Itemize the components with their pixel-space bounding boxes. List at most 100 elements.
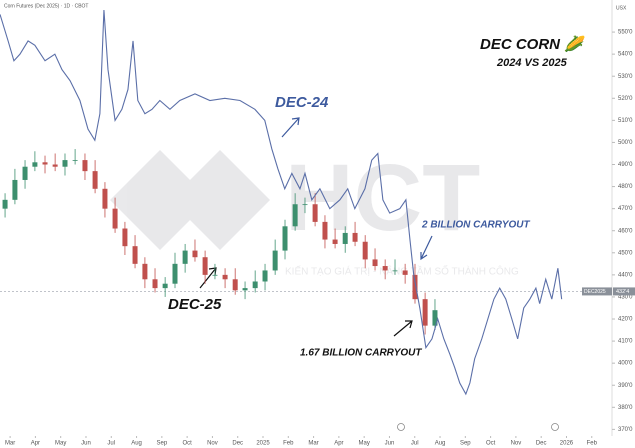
x-tick-label: Feb xyxy=(587,441,598,447)
x-tick-label: Apr xyxy=(334,441,343,447)
y-tick-label: 510'0 xyxy=(618,118,633,124)
x-tick-label: Oct xyxy=(182,441,192,447)
price-tag xyxy=(613,287,635,296)
arrow xyxy=(199,267,217,289)
candle-body xyxy=(402,270,408,275)
x-tick-label: Dec xyxy=(536,441,547,447)
watermark: HCT KIẾN TẠO GIÁ TRỊ - NÂNG TẦM SỐ THÀNH… xyxy=(110,145,519,278)
watermark-slogan: KIẾN TẠO GIÁ TRỊ - NÂNG TẦM SỐ THÀNH CÔN… xyxy=(285,264,519,278)
y-tick-label: 380'0 xyxy=(618,405,633,411)
candle-body xyxy=(422,299,428,326)
y-tick-label: 410'0 xyxy=(618,339,633,345)
x-tick-label: 2026 xyxy=(560,441,574,447)
annotation: 2 BILLION CARRYOUT xyxy=(421,220,530,231)
candle-body xyxy=(2,199,8,209)
candle-body xyxy=(32,162,38,167)
subtitle: 2024 VS 2025 xyxy=(496,57,568,69)
axis-unit: USX xyxy=(616,5,627,11)
candle-body xyxy=(42,162,48,165)
candle-body xyxy=(432,310,438,326)
arrow xyxy=(281,117,300,138)
candle-body xyxy=(102,188,108,209)
candle-body xyxy=(182,250,188,264)
x-tick-label: Jun xyxy=(81,441,91,447)
x-tick-label: Oct xyxy=(486,441,496,447)
candle-body xyxy=(132,246,138,264)
y-tick-label: 480'0 xyxy=(618,184,633,190)
x-tick-label: Feb xyxy=(283,441,294,447)
candle-body xyxy=(122,228,128,247)
candle-body xyxy=(382,266,388,271)
x-tick-label: Nov xyxy=(511,441,522,447)
candle-body xyxy=(242,288,248,291)
candle-body xyxy=(302,204,308,206)
x-tick-label: Apr xyxy=(31,441,40,447)
price-name: DEC2025 xyxy=(584,289,606,295)
candle-body xyxy=(222,274,228,280)
x-tick-label: Aug xyxy=(131,441,142,447)
candle-body xyxy=(92,171,98,189)
x-tick-label: Jun xyxy=(385,441,395,447)
y-tick-label: 440'0 xyxy=(618,272,633,278)
y-tick-label: 500'0 xyxy=(618,140,633,146)
y-tick-label: 460'0 xyxy=(618,228,633,234)
y-tick-label: 420'0 xyxy=(618,317,633,323)
annotation: 1.67 BILLION CARRYOUT xyxy=(300,348,422,359)
candle-body xyxy=(412,274,418,300)
candle-body xyxy=(292,204,298,227)
candle-body xyxy=(232,279,238,291)
candle-body xyxy=(72,160,78,161)
arrow xyxy=(393,320,413,337)
candle-body xyxy=(112,208,118,229)
candle-body xyxy=(342,232,348,244)
x-tick-label: 2025 xyxy=(256,441,270,447)
line-series xyxy=(0,9,563,396)
candle-body xyxy=(252,281,258,289)
candle-body xyxy=(322,221,328,240)
candle-body xyxy=(62,160,68,167)
x-tick-label: Nov xyxy=(207,441,218,447)
y-tick-label: 550'0 xyxy=(618,30,633,36)
y-tick-label: 370'0 xyxy=(618,427,633,433)
candle-body xyxy=(262,270,268,282)
y-tick-label: 400'0 xyxy=(618,361,633,367)
candle-body xyxy=(12,179,18,200)
x-tick-label: Jul xyxy=(107,441,115,447)
event-icon xyxy=(397,423,405,431)
candle-body xyxy=(202,257,208,275)
candle-body xyxy=(312,204,318,222)
x-tick-label: May xyxy=(55,441,66,447)
price-tag xyxy=(582,287,612,296)
candle-body xyxy=(152,279,158,289)
y-tick-label: 430'0 xyxy=(618,295,633,301)
title: DEC CORN 🌽 xyxy=(480,34,586,53)
candle-body xyxy=(82,160,88,172)
x-tick-label: Dec xyxy=(232,441,243,447)
candle-body xyxy=(142,263,148,280)
candle-body xyxy=(172,263,178,284)
series-label: DEC-24 xyxy=(275,94,329,111)
x-tick-label: Aug xyxy=(435,441,446,447)
x-tick-label: Jul xyxy=(411,441,419,447)
candle-body xyxy=(352,232,358,242)
candle-body xyxy=(332,239,338,244)
y-tick-label: 530'0 xyxy=(618,74,633,80)
y-tick-label: 540'0 xyxy=(618,52,633,58)
candle-body xyxy=(392,270,398,272)
y-tick-label: 520'0 xyxy=(618,96,633,102)
candle-body xyxy=(282,226,288,251)
header: Corn Futures (Dec 2025) · 1D · CBOT xyxy=(4,3,88,9)
y-tick-label: 470'0 xyxy=(618,206,633,212)
x-tick-label: Mar xyxy=(5,441,15,447)
candle-body xyxy=(362,241,368,260)
candle-body xyxy=(372,259,378,267)
event-icon xyxy=(551,423,559,431)
y-tick-label: 490'0 xyxy=(618,162,633,168)
x-tick-label: Sep xyxy=(157,441,168,447)
x-tick-label: May xyxy=(358,441,369,447)
watermark-diamond xyxy=(110,150,210,250)
candle-body xyxy=(192,250,198,258)
watermark-diamond xyxy=(170,150,270,250)
x-tick-label: Mar xyxy=(308,441,318,447)
